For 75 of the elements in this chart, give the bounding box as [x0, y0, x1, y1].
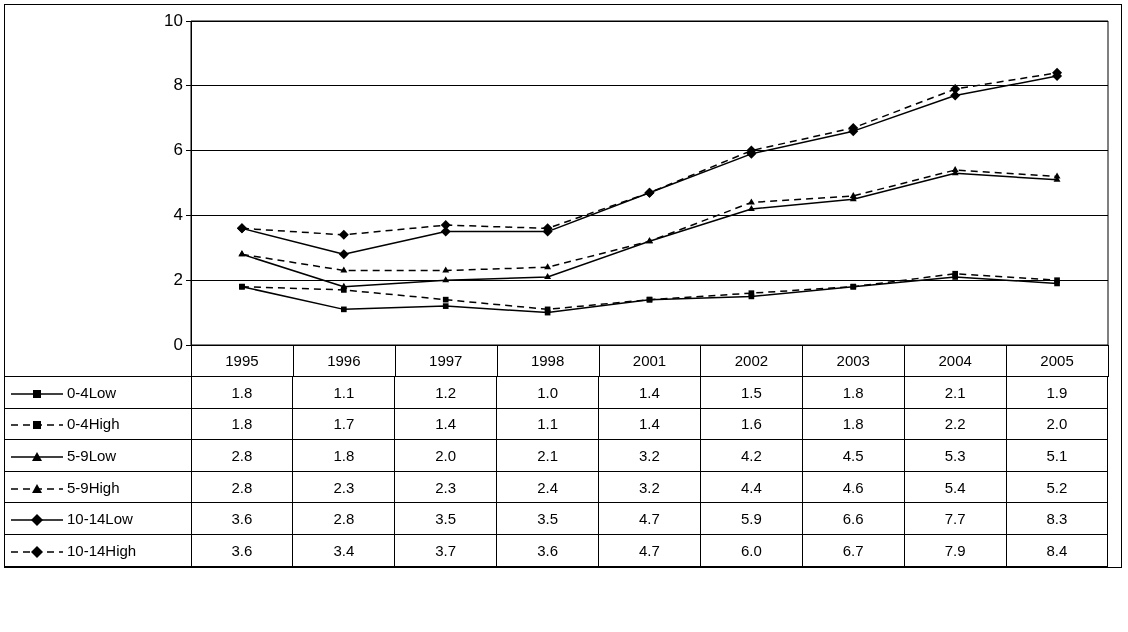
data-label: 6.7	[802, 534, 905, 567]
data-label: 1.1	[496, 408, 599, 440]
data-label: 3.4	[292, 534, 395, 567]
data-label: 1.8	[191, 376, 293, 409]
y-tick-label: 6	[173, 140, 183, 160]
data-label: 1.8	[191, 408, 293, 440]
data-label: 1.4	[598, 376, 701, 409]
data-label: 1.8	[802, 408, 905, 440]
x-tick-label: 2002	[734, 352, 769, 370]
data-label: 1.6	[700, 408, 803, 440]
data-label: 3.5	[394, 502, 497, 535]
data-label: 2.3	[292, 471, 395, 503]
data-label: 4.5	[802, 439, 905, 472]
data-label: 2.3	[394, 471, 497, 503]
data-label: 5.4	[904, 471, 1006, 503]
x-tick-label: 2005	[1040, 352, 1074, 370]
data-label: 7.9	[904, 534, 1006, 567]
data-label: 4.7	[598, 534, 701, 567]
y-tick-label: 0	[173, 334, 183, 354]
data-label: 3.5	[496, 502, 599, 535]
data-label: 4.7	[598, 502, 701, 535]
data-label: 2.0	[394, 439, 497, 472]
data-label: 3.6	[496, 534, 599, 567]
x-tick-label: 2003	[836, 352, 870, 370]
data-label: 6.6	[802, 502, 905, 535]
data-label: 1.4	[394, 408, 497, 440]
x-tick-label: 2001	[632, 352, 667, 370]
y-tick-label: 2	[173, 269, 183, 289]
data-label: 2.0	[1006, 408, 1108, 440]
data-label: 7.7	[904, 502, 1006, 535]
data-label: 1.9	[1006, 376, 1108, 409]
data-label: 2.4	[496, 471, 599, 503]
data-label: 4.6	[802, 471, 905, 503]
data-label: 3.6	[191, 534, 293, 567]
data-label: 3.2	[598, 439, 701, 472]
data-label: 2.2	[904, 408, 1006, 440]
data-label: 8.3	[1006, 502, 1108, 535]
x-tick-label: 2004	[938, 352, 972, 370]
data-label: 6.0	[700, 534, 803, 567]
legend-label: 0-4High	[5, 408, 191, 440]
data-label: 1.1	[292, 376, 395, 409]
data-label: 5.3	[904, 439, 1006, 472]
data-label: 2.1	[496, 439, 599, 472]
data-label: 1.7	[292, 408, 395, 440]
x-tick-label: 1996	[327, 352, 361, 370]
legend-label: 0-4Low	[5, 376, 191, 409]
data-label: 4.4	[700, 471, 803, 503]
legend-label: 10-14Low	[5, 502, 191, 535]
data-label: 1.4	[598, 408, 701, 440]
x-tick-label: 1998	[530, 352, 565, 370]
y-tick-label: 10	[164, 10, 183, 30]
data-label: 1.2	[394, 376, 497, 409]
data-label: 4.2	[700, 439, 803, 472]
legend-label: 5-9High	[5, 471, 191, 503]
data-label: 3.6	[191, 502, 293, 535]
data-label: 3.2	[598, 471, 701, 503]
data-label: 5.9	[700, 502, 803, 535]
data-label: 2.8	[191, 439, 293, 472]
data-label: 1.8	[802, 376, 905, 409]
x-tick-label: 1995	[225, 352, 259, 370]
data-label: 5.2	[1006, 471, 1108, 503]
y-tick-label: 8	[173, 75, 183, 95]
data-label: 2.8	[191, 471, 293, 503]
data-label: 1.8	[292, 439, 395, 472]
y-tick-label: 4	[173, 205, 183, 225]
data-label: 2.1	[904, 376, 1006, 409]
x-tick-label: 1997	[429, 352, 463, 370]
data-label: 2.8	[292, 502, 395, 535]
data-label: 1.5	[700, 376, 803, 409]
data-label: 8.4	[1006, 534, 1108, 567]
data-label: 1.0	[496, 376, 599, 409]
data-label: 3.7	[394, 534, 497, 567]
legend-label: 10-14High	[5, 534, 191, 567]
legend-label: 5-9Low	[5, 439, 191, 472]
data-label: 5.1	[1006, 439, 1108, 472]
